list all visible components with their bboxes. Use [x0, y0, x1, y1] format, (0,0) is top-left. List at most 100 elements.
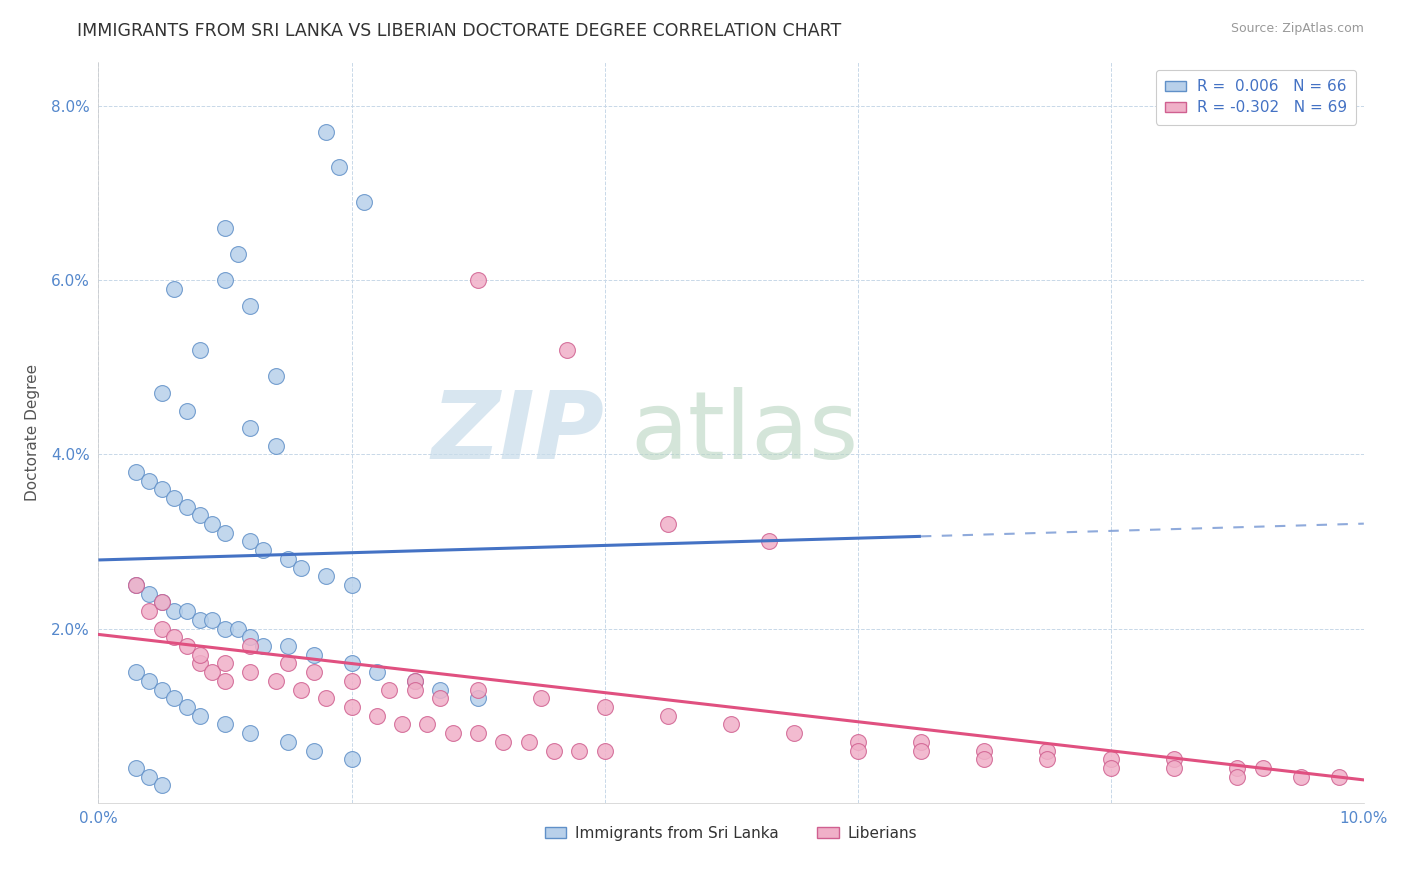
Point [176, 700, 198, 714]
Point [150, 482, 173, 496]
Point [492, 735, 515, 749]
Point [138, 587, 160, 601]
Point [315, 569, 337, 583]
Point [150, 682, 173, 697]
Point [1327, 770, 1350, 784]
Point [264, 369, 287, 384]
Point [910, 743, 932, 757]
Point [239, 421, 262, 435]
Point [783, 726, 806, 740]
Point [467, 726, 489, 740]
Point [340, 657, 363, 671]
Point [593, 700, 616, 714]
Point [277, 552, 299, 566]
Point [517, 735, 540, 749]
Point [214, 622, 236, 636]
Point [239, 726, 262, 740]
Point [366, 708, 388, 723]
Point [467, 691, 489, 706]
Point [1036, 752, 1059, 766]
Point [340, 752, 363, 766]
Point [593, 743, 616, 757]
Point [315, 125, 337, 139]
Point [125, 761, 148, 775]
Point [150, 386, 173, 401]
Point [176, 404, 198, 418]
Point [138, 474, 160, 488]
Point [277, 735, 299, 749]
Point [391, 717, 413, 731]
Point [277, 657, 299, 671]
Point [657, 517, 679, 532]
Point [214, 657, 236, 671]
Point [188, 708, 211, 723]
Point [188, 508, 211, 523]
Point [125, 578, 148, 592]
Point [188, 343, 211, 357]
Point [239, 534, 262, 549]
Point [150, 778, 173, 792]
Point [657, 708, 679, 723]
Point [353, 194, 375, 209]
Point [340, 578, 363, 592]
Point [416, 717, 439, 731]
Point [290, 560, 312, 574]
Point [973, 743, 995, 757]
Point [543, 743, 565, 757]
Point [315, 691, 337, 706]
Point [1099, 752, 1122, 766]
Point [910, 735, 932, 749]
Point [340, 673, 363, 688]
Point [404, 682, 426, 697]
Point [846, 743, 869, 757]
Point [188, 613, 211, 627]
Point [239, 299, 262, 313]
Point [1163, 761, 1185, 775]
Point [226, 247, 249, 261]
Point [264, 673, 287, 688]
Point [239, 630, 262, 644]
Point [138, 770, 160, 784]
Point [1099, 761, 1122, 775]
Point [252, 543, 274, 558]
Point [328, 160, 350, 174]
Text: IMMIGRANTS FROM SRI LANKA VS LIBERIAN DOCTORATE DEGREE CORRELATION CHART: IMMIGRANTS FROM SRI LANKA VS LIBERIAN DO… [77, 22, 842, 40]
Point [163, 282, 186, 296]
Point [1036, 743, 1059, 757]
Point [138, 604, 160, 618]
Point [441, 726, 464, 740]
Point [340, 700, 363, 714]
Point [226, 622, 249, 636]
Point [239, 665, 262, 680]
Point [302, 665, 325, 680]
Point [720, 717, 742, 731]
Point [1163, 752, 1185, 766]
Text: atlas: atlas [630, 386, 858, 479]
Point [125, 665, 148, 680]
Point [150, 595, 173, 609]
Point [176, 639, 198, 653]
Point [214, 525, 236, 540]
Point [302, 743, 325, 757]
Point [530, 691, 553, 706]
Point [555, 343, 578, 357]
Point [290, 682, 312, 697]
Point [150, 622, 173, 636]
Point [404, 673, 426, 688]
Point [163, 604, 186, 618]
Point [366, 665, 388, 680]
Point [846, 735, 869, 749]
Legend: Immigrants from Sri Lanka, Liberians: Immigrants from Sri Lanka, Liberians [538, 820, 924, 847]
Point [1289, 770, 1312, 784]
Point [125, 465, 148, 479]
Point [214, 717, 236, 731]
Y-axis label: Doctorate Degree: Doctorate Degree [25, 364, 41, 501]
Point [429, 691, 451, 706]
Point [404, 673, 426, 688]
Point [201, 665, 224, 680]
Text: ZIP: ZIP [432, 386, 605, 479]
Point [138, 673, 160, 688]
Point [302, 648, 325, 662]
Point [252, 639, 274, 653]
Point [758, 534, 780, 549]
